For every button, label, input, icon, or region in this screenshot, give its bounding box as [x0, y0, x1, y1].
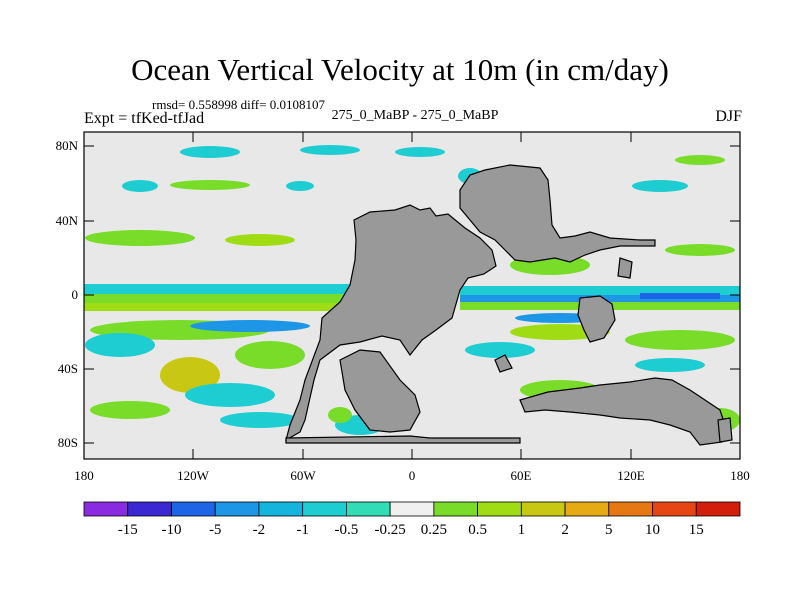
colorbar-label: -5: [209, 522, 222, 538]
lon-tick-label: 60E: [511, 468, 532, 483]
lon-tick-label: 0: [409, 468, 416, 483]
colorbar-swatch: [171, 501, 216, 517]
landmass-south-strip: [285, 435, 521, 444]
colorbar-label: 5: [605, 522, 613, 538]
lon-tick-label: 180: [730, 468, 750, 483]
colorbar-label: -2: [253, 522, 266, 538]
lon-tick-label: 120E: [617, 468, 645, 483]
colorbar-label: -15: [118, 522, 138, 538]
colorbar-swatch: [258, 501, 304, 517]
lon-tick-label: 60W: [290, 468, 316, 483]
colorbar-label: 0.5: [468, 522, 487, 538]
colorbar-label: 15: [689, 522, 704, 538]
colorbar-label: -0.5: [335, 522, 359, 538]
lon-tick-label: 180: [74, 468, 94, 483]
stats-line: rmsd= 0.558998 diff= 0.0108107: [152, 97, 325, 112]
colorbar-label: 2: [561, 522, 569, 538]
lat-tick-label: 80N: [56, 138, 79, 153]
colorbar-swatch: [127, 501, 172, 517]
colorbar-swatch: [695, 501, 741, 517]
experiment-label: Expt = tfKed-tfJad: [84, 110, 205, 127]
colorbar-label: 10: [645, 522, 660, 538]
season-label: DJF: [715, 108, 742, 125]
lon-axis: [83, 132, 741, 459]
lat-tick-label: 80S: [58, 435, 78, 450]
colorbar: -15 -10 -5 -2 -1 -0.5 -0.25 0.25 0.5 1 2 5 10 15: [83, 501, 741, 538]
colorbar-label: -10: [161, 522, 181, 538]
landmass-west: [285, 204, 497, 442]
land-masses: [285, 164, 733, 446]
colorbar-label: -0.25: [375, 522, 406, 538]
lon-tick-label: 120W: [177, 468, 210, 483]
colorbar-swatch: [83, 501, 129, 517]
lat-axis: [84, 145, 740, 444]
landmass-southwest: [339, 349, 421, 433]
landmass-east-small: [717, 417, 733, 443]
colorbar-swatch: [520, 501, 566, 517]
colorbar-swatch: [608, 501, 653, 517]
lat-tick-label: 40S: [58, 361, 78, 376]
colorbar-swatch: [564, 501, 610, 517]
colorbar-swatch: [433, 501, 479, 517]
landmass-small-south: [494, 354, 513, 373]
landmass-northeast: [459, 164, 656, 263]
colorbar-swatch: [477, 501, 522, 517]
colorbar-label: -1: [296, 522, 309, 538]
colorbar-swatch: [214, 501, 260, 517]
colorbar-swatch: [345, 501, 391, 517]
landmass-islands: [577, 295, 616, 343]
colorbar-label: 1: [518, 522, 526, 538]
colorbar-label: 0.25: [421, 522, 447, 538]
landmass-east-island: [617, 257, 633, 279]
colorbar-swatch: [652, 501, 697, 517]
lat-tick-label: 0: [72, 287, 79, 302]
plot-title: Ocean Vertical Velocity at 10m (in cm/da…: [131, 52, 669, 87]
center-label: 275_0_MaBP - 275_0_MaBP: [331, 108, 499, 123]
colorbar-swatch: [389, 501, 435, 517]
colorbar-swatch: [302, 501, 347, 517]
lat-tick-label: 40N: [56, 213, 79, 228]
